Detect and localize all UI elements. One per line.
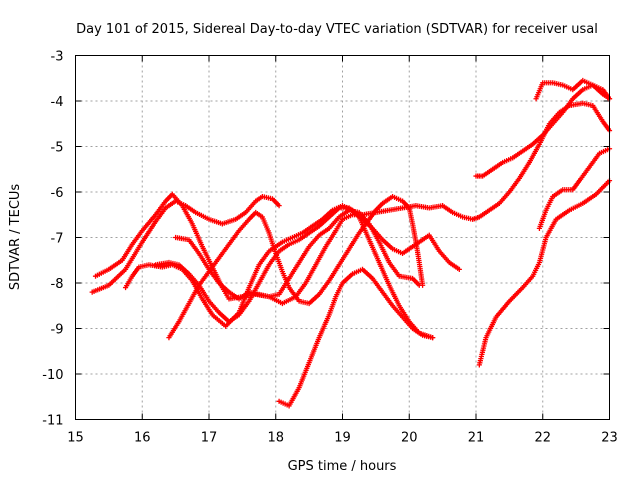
y-tick-label: -6: [51, 186, 64, 201]
series-track-8: [473, 82, 613, 179]
y-tick-label: -10: [42, 368, 63, 383]
x-tick-label: 19: [334, 431, 351, 446]
x-tick-label: 16: [134, 431, 151, 446]
data-point-marker: [416, 282, 422, 288]
y-axis-title: SDTVAR / TECUs: [8, 184, 23, 291]
y-tick-label: -8: [51, 277, 64, 292]
data-point-marker: [430, 335, 436, 341]
x-tick-label: 17: [201, 431, 218, 446]
x-tick-label: 23: [601, 431, 618, 446]
series-track-6: [153, 205, 436, 341]
y-tick-label: -11: [42, 414, 63, 429]
y-tick-label: -5: [51, 141, 64, 156]
series-track-9: [533, 77, 613, 102]
x-tick-label: 20: [401, 431, 418, 446]
x-tick-label: 21: [468, 431, 485, 446]
plot-frame: [75, 55, 610, 420]
x-tick-label: 22: [534, 431, 551, 446]
data-point-marker: [276, 203, 282, 209]
data-point-marker: [456, 266, 462, 272]
x-tick-label: 18: [267, 431, 284, 446]
y-tick-label: -4: [51, 95, 64, 110]
series-track-1: [89, 193, 282, 295]
y-tick-label: -7: [51, 232, 64, 247]
x-axis-title: GPS time / hours: [288, 459, 397, 474]
series-track-10: [476, 178, 613, 368]
chart-title: Day 101 of 2015, Sidereal Day-to-day VTE…: [76, 22, 598, 37]
y-tick-label: -3: [51, 50, 64, 65]
grid-lines: [75, 55, 610, 420]
data-markers: [89, 77, 613, 409]
x-tick-label: 15: [67, 431, 84, 446]
series-track-7: [276, 266, 436, 409]
series-track-11: [536, 146, 613, 231]
y-tick-label: -9: [51, 323, 64, 338]
y-axis-ticks: -3 -4 -5 -6 -7 -8 -9 -10 -11: [42, 50, 610, 429]
x-axis-ticks: 15 16 17 18 19 20 21 22 23: [67, 55, 618, 446]
